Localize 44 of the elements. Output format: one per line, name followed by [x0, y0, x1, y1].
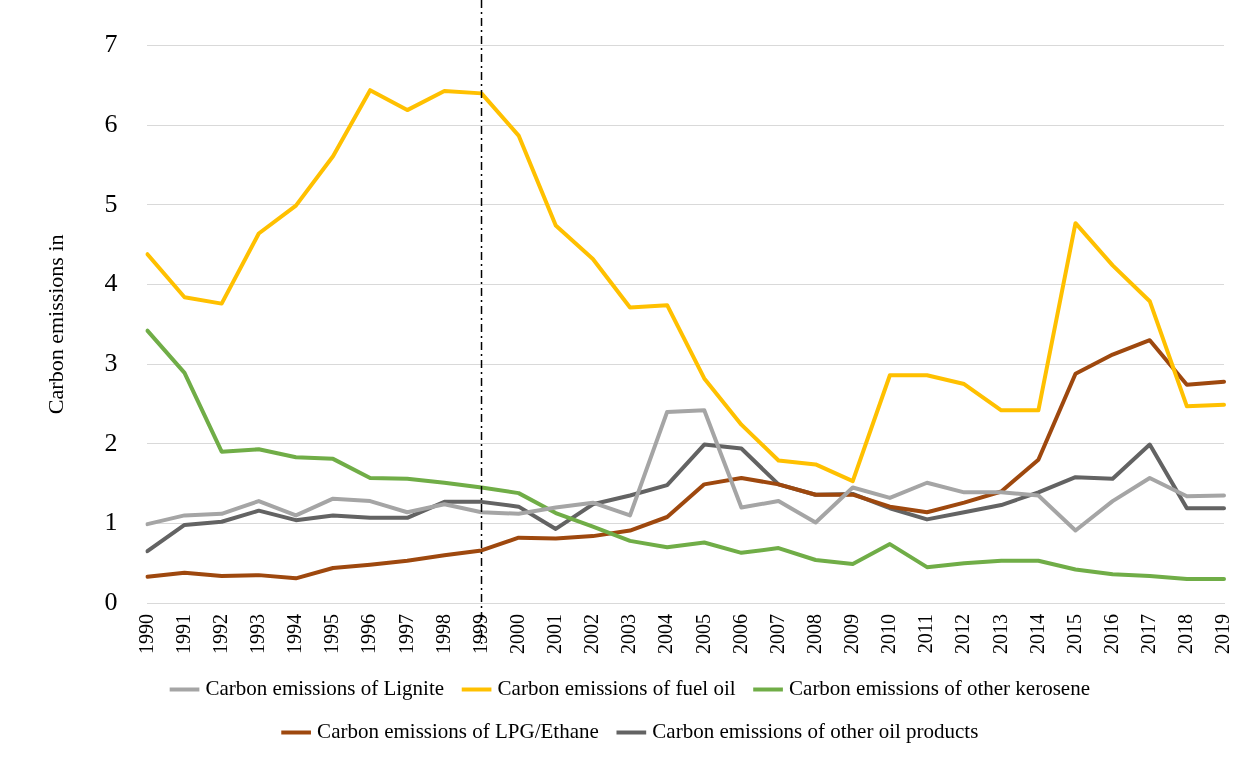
x-tick-label: 1993 [246, 614, 269, 654]
x-tick-label: 2018 [1174, 614, 1197, 654]
legend-label: Carbon emissions of LPG/Ethane [317, 719, 599, 744]
x-tick-label: 2003 [617, 614, 640, 654]
x-tick-label: 2013 [988, 614, 1011, 654]
x-tick-label: 1999 [468, 614, 491, 654]
legend-label: Carbon emissions of other oil products [652, 719, 979, 744]
legend-label: Carbon emissions of fuel oil [497, 676, 736, 701]
x-tick-label: 1992 [208, 614, 231, 654]
y-tick-label: 6 [104, 109, 118, 139]
y-tick-label: 0 [104, 586, 118, 616]
y-tick-label: 7 [104, 29, 118, 59]
x-tick-label: 2008 [802, 614, 825, 654]
x-tick-label: 2005 [691, 614, 714, 654]
x-tick-label: 1990 [134, 614, 157, 654]
x-tick-label: 2017 [1137, 614, 1159, 654]
x-tick-label: 2001 [543, 614, 566, 654]
legend-label: Carbon emissions of other kerosene [789, 676, 1090, 701]
y-tick-label: 1 [104, 507, 118, 537]
y-tick-label: 3 [104, 347, 118, 377]
x-tick-label: 1997 [394, 614, 417, 654]
x-tick-label: 1998 [431, 614, 454, 654]
y-tick-label: 2 [104, 427, 118, 457]
x-tick-label: 2002 [580, 614, 603, 654]
y-axis-title: Carbon emissions in [42, 234, 68, 415]
x-tick-label: 2007 [765, 614, 788, 654]
x-tick-label: 2000 [505, 614, 528, 654]
x-tick-label: 2016 [1099, 614, 1122, 654]
y-tick-label: 4 [104, 268, 118, 298]
x-tick-label: 2015 [1062, 614, 1085, 654]
x-tick-label: 2019 [1211, 614, 1234, 654]
x-tick-label: 1994 [283, 614, 306, 654]
x-tick-label: 2011 [914, 614, 937, 654]
x-tick-label: 2012 [951, 614, 974, 654]
x-tick-label: 1995 [320, 614, 343, 654]
x-tick-label: 2014 [1025, 614, 1048, 654]
x-tick-label: 2004 [654, 614, 677, 654]
x-tick-label: 2009 [840, 614, 863, 654]
y-tick-label: 5 [104, 188, 118, 218]
x-tick-label: 1996 [357, 614, 380, 654]
x-tick-label: 2010 [877, 614, 900, 654]
x-tick-label: 2006 [728, 614, 751, 654]
legend-label: Carbon emissions of Lignite [205, 676, 445, 701]
x-tick-label: 1991 [171, 614, 194, 654]
